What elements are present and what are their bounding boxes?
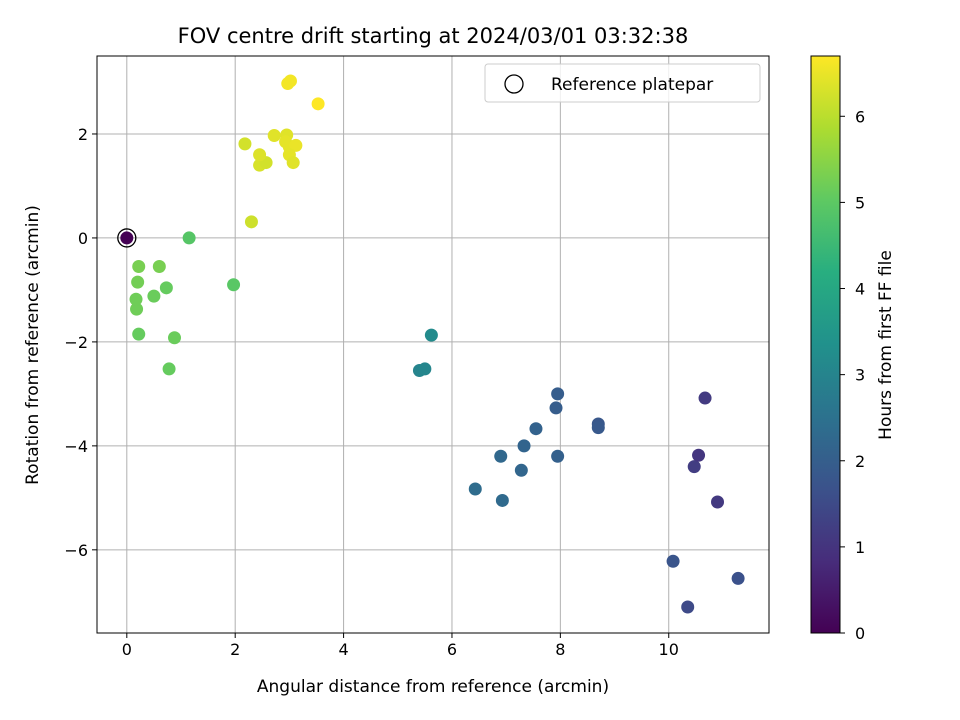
- colorbar-gradient: [810, 55, 841, 634]
- data-point: [681, 600, 695, 614]
- data-point: [283, 74, 297, 88]
- legend-entry-reference: Reference platepar: [551, 75, 713, 95]
- y-tick-label: 2: [78, 125, 88, 144]
- colorbar-tick-label: 1: [855, 538, 865, 557]
- data-point: [495, 493, 509, 507]
- x-axis-label: Angular distance from reference (arcmin): [257, 677, 609, 697]
- legend: Reference platepar: [484, 63, 761, 103]
- x-tick-label: 2: [230, 640, 240, 659]
- data-point: [120, 231, 134, 245]
- reference-platepar-marker: [117, 228, 137, 248]
- data-point: [468, 482, 482, 496]
- colorbar-tick-label: 4: [855, 280, 865, 299]
- data-point: [244, 215, 258, 229]
- data-point: [687, 460, 701, 474]
- data-point: [253, 148, 267, 162]
- data-point: [132, 260, 146, 274]
- legend-marker-reference: [504, 74, 524, 94]
- colorbar-tick-label: 2: [855, 452, 865, 471]
- data-point: [698, 391, 712, 405]
- x-tick-label: 6: [447, 640, 457, 659]
- data-point: [227, 278, 241, 292]
- data-point: [159, 281, 173, 295]
- data-point: [494, 449, 508, 463]
- colorbar-tick-label: 6: [855, 107, 865, 126]
- colorbar-tick-label: 3: [855, 366, 865, 385]
- data-point: [162, 362, 176, 376]
- x-tick-label: 8: [555, 640, 565, 659]
- data-point: [147, 289, 161, 303]
- data-point: [551, 449, 565, 463]
- y-tick-label: 0: [78, 229, 88, 248]
- y-axis-ticks: −6 −4 −2 0 2: [64, 125, 97, 560]
- y-axis-label: Rotation from reference (arcmin): [23, 205, 43, 485]
- data-point: [152, 260, 166, 274]
- data-point: [167, 331, 181, 345]
- data-points: [117, 74, 745, 614]
- colorbar: 0 1 2 3 4 5 6 Hours from first FF file: [810, 55, 896, 643]
- y-tick-label: −2: [64, 333, 88, 352]
- data-point: [424, 328, 438, 342]
- data-point: [182, 231, 196, 245]
- data-point: [731, 571, 745, 585]
- data-point: [549, 401, 563, 415]
- x-axis-ticks: 0 2 4 6 8 10: [122, 633, 679, 659]
- data-point: [238, 137, 252, 151]
- x-tick-label: 10: [659, 640, 679, 659]
- data-point: [311, 97, 325, 111]
- y-tick-label: −6: [64, 541, 88, 560]
- legend-box: [484, 63, 761, 103]
- data-point: [551, 387, 565, 401]
- colorbar-label: Hours from first FF file: [876, 250, 896, 440]
- plot-area-frame: [96, 55, 770, 634]
- colorbar-tick-label: 0: [855, 624, 865, 643]
- chart-title: FOV centre drift starting at 2024/03/01 …: [178, 24, 689, 48]
- colorbar-ticks: 0 1 2 3 4 5 6: [840, 107, 865, 643]
- data-point: [529, 422, 543, 436]
- data-point: [711, 495, 725, 509]
- data-point: [666, 554, 680, 568]
- data-point: [692, 448, 706, 462]
- colorbar-tick-label: 5: [855, 193, 865, 212]
- grid: [97, 56, 769, 633]
- x-tick-label: 0: [122, 640, 132, 659]
- data-point: [514, 463, 528, 477]
- x-tick-label: 4: [338, 640, 348, 659]
- data-point: [418, 362, 432, 376]
- data-point: [286, 156, 300, 170]
- data-point: [289, 138, 303, 152]
- data-point: [267, 129, 281, 143]
- data-point: [132, 327, 146, 341]
- y-tick-label: −4: [64, 437, 88, 456]
- data-point: [129, 292, 143, 306]
- data-point: [517, 439, 531, 453]
- data-point: [591, 421, 605, 435]
- data-point: [130, 302, 144, 316]
- data-point: [131, 275, 145, 289]
